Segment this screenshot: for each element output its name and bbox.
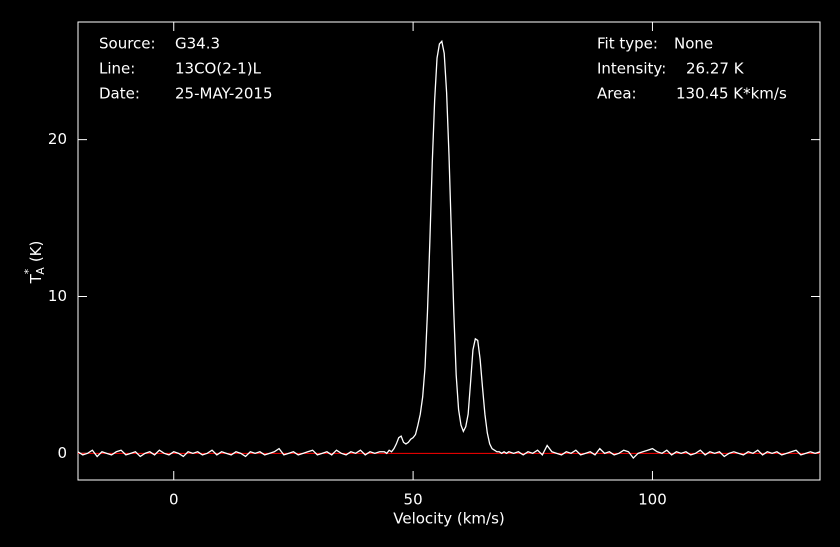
info-value: 26.27 K xyxy=(686,60,745,78)
info-label: Date: xyxy=(99,85,140,103)
info-label: Fit type: xyxy=(597,35,658,53)
info-label: Line: xyxy=(99,60,135,78)
info-label: Intensity: xyxy=(597,60,666,78)
y-axis-label: T*A (K) xyxy=(22,241,47,285)
x-axis-label: Velocity (km/s) xyxy=(393,510,504,528)
y-label-sub: A xyxy=(34,267,47,275)
info-value: 25-MAY-2015 xyxy=(175,85,273,103)
y-label-main: T xyxy=(27,273,45,284)
info-label: Source: xyxy=(99,35,156,53)
plot-frame xyxy=(77,21,821,481)
y-tick-label: 10 xyxy=(48,287,67,305)
y-tick-label: 0 xyxy=(57,444,67,462)
x-tick-label: 100 xyxy=(638,491,667,509)
y-label-unit: (K) xyxy=(27,241,45,263)
x-tick-label: 0 xyxy=(169,491,179,509)
info-value: 13CO(2-1)L xyxy=(175,60,262,78)
x-tick-label: 50 xyxy=(404,491,423,509)
info-value: 130.45 K*km/s xyxy=(676,85,787,103)
info-value: G34.3 xyxy=(175,35,220,53)
spectrum-line xyxy=(77,39,821,460)
y-label-sup: * xyxy=(22,268,35,274)
info-label: Area: xyxy=(597,85,637,103)
y-tick-label: 20 xyxy=(48,130,67,148)
info-value: None xyxy=(674,35,713,53)
